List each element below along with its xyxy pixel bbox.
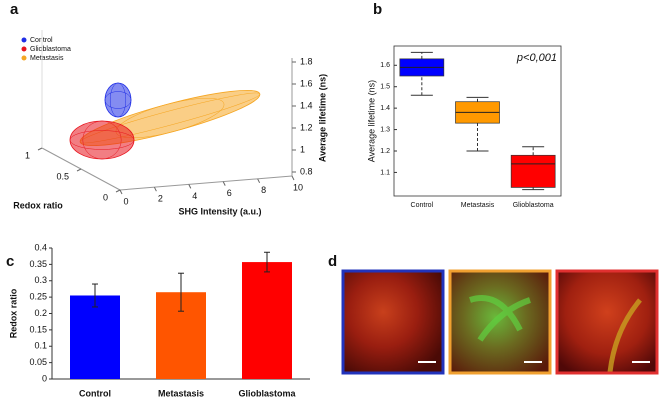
- y-axis-label: Redox ratio: [13, 200, 63, 210]
- image-border: [448, 269, 552, 375]
- x-tick-label: 6: [227, 188, 232, 198]
- z-tick-label: 0.8: [300, 166, 313, 176]
- micrograph: [344, 272, 442, 372]
- x-tick-label: 2: [158, 194, 163, 204]
- mesh-line: [82, 120, 122, 160]
- panel-c: c 0 0.05 0.1 0.15 0.2 0.25 0.3 0.35 0.4 Redox rat…: [6, 242, 310, 398]
- y-tick-label: 1.1: [380, 169, 390, 176]
- bar: [70, 295, 120, 379]
- panel-b: b 1.1 1.2 1.3 1.4 1.5 1.6 Average lifetime (ns…: [366, 1, 562, 209]
- y-tick-label: 0.1: [34, 341, 47, 351]
- panel-d: d: [328, 253, 659, 375]
- x-tick-label: Glioblastoma: [513, 202, 554, 209]
- y-tick: [37, 147, 43, 151]
- panel-label: c: [6, 253, 14, 270]
- x-tick: [291, 175, 295, 181]
- x-tick: [257, 178, 261, 184]
- annotation: p<0,001: [516, 52, 557, 64]
- x-tick-label: 8: [261, 185, 266, 195]
- y-tick-label: 0.5: [56, 171, 69, 181]
- y-tick-label: 1: [25, 150, 30, 160]
- plot-frame: [393, 45, 562, 197]
- x-tick: [222, 181, 226, 186]
- panel-label: a: [10, 1, 19, 18]
- y-tick-label: 0: [42, 373, 47, 383]
- y-tick-label: 0.3: [34, 275, 47, 285]
- legend-marker: [21, 55, 27, 61]
- box: [510, 154, 556, 188]
- y-axis-label: Redox ratio: [8, 288, 18, 338]
- z-axis-label: Average lifetime (ns): [317, 74, 327, 162]
- legend-label: Metastasis: [30, 55, 64, 62]
- vessel: [607, 298, 642, 373]
- x-tick-label: 10: [293, 182, 303, 192]
- y-tick-label: 1.6: [380, 62, 390, 69]
- legend-label: Glioblastoma: [30, 46, 71, 53]
- y-tick-label: 0.25: [29, 292, 47, 302]
- y-axis-label: Average lifetime (ns): [366, 80, 376, 162]
- y-tick-label: 0.15: [29, 324, 47, 334]
- legend-marker: [21, 37, 27, 43]
- y-tick-label: 0: [103, 192, 108, 202]
- y-tick-label: 1.3: [380, 126, 390, 133]
- y-tick-label: 0.35: [29, 259, 47, 269]
- cluster-ellipsoid: [69, 120, 135, 160]
- y-tick-label: 0.2: [34, 308, 47, 318]
- y-tick: [115, 189, 121, 193]
- x-tick-label: 4: [192, 191, 197, 201]
- cluster-ellipsoid: [104, 82, 132, 118]
- axis: [119, 175, 293, 191]
- x-tick-label: Control: [79, 388, 111, 398]
- z-tick-label: 1: [300, 144, 305, 154]
- image-border: [555, 269, 659, 375]
- y-tick-label: 1.4: [380, 105, 390, 112]
- x-tick: [188, 184, 192, 189]
- legend-marker: [21, 46, 27, 52]
- y-tick-label: 0.4: [34, 242, 47, 252]
- mesh-line: [104, 91, 132, 109]
- micrograph: [451, 272, 549, 372]
- y-tick-label: 1.5: [380, 84, 390, 91]
- z-tick-label: 1.2: [300, 122, 313, 132]
- x-tick: [153, 186, 157, 192]
- z-tick-label: 1.8: [300, 56, 313, 66]
- bar: [242, 262, 292, 379]
- z-tick-label: 1.6: [300, 78, 313, 88]
- panel-label: b: [373, 1, 382, 18]
- mesh-line: [69, 130, 135, 150]
- y-tick-label: 1.2: [380, 148, 390, 155]
- image-border: [341, 269, 445, 375]
- y-tick-label: 0.05: [29, 357, 47, 367]
- z-tick-label: 1.4: [300, 100, 313, 110]
- x-tick-label: 0: [123, 196, 128, 206]
- y-tick: [76, 168, 82, 172]
- x-tick-label: Control: [411, 202, 434, 209]
- x-tick: [119, 189, 123, 195]
- x-axis-label: SHG Intensity (a.u.): [178, 206, 261, 216]
- mesh-line: [109, 82, 127, 118]
- micrograph: [558, 272, 656, 372]
- x-tick-label: Glioblastoma: [238, 388, 296, 398]
- x-tick-label: Metastasis: [461, 202, 495, 209]
- fiber: [469, 295, 532, 342]
- panel-label: d: [328, 253, 337, 270]
- x-tick-label: Metastasis: [158, 388, 204, 398]
